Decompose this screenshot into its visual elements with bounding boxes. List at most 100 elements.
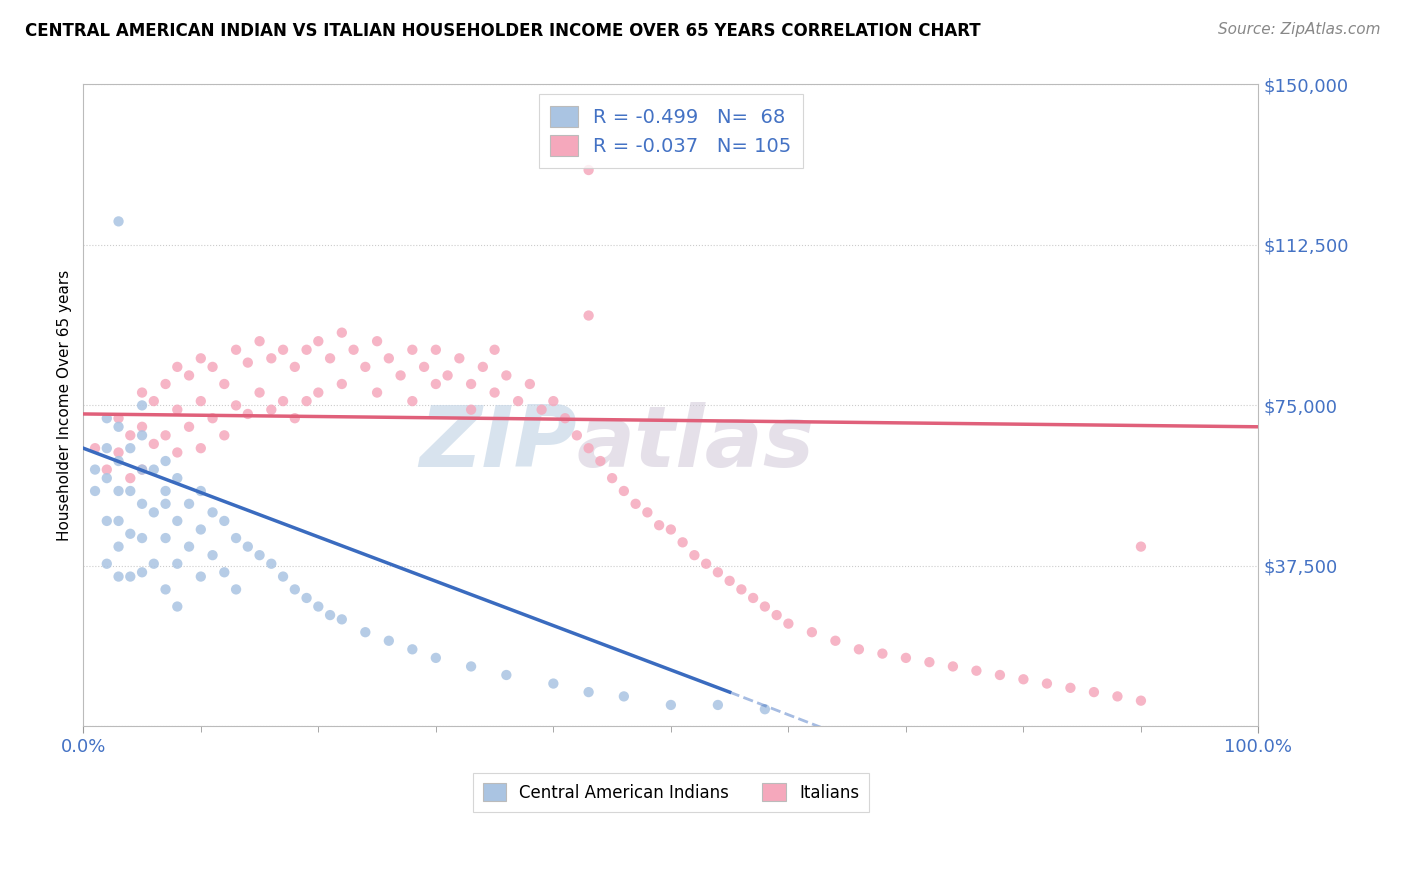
- Point: [800, 625, 823, 640]
- Point: [730, 582, 752, 597]
- Point: [613, 483, 636, 498]
- Point: [648, 518, 671, 533]
- Point: [707, 566, 730, 580]
- Point: [378, 351, 401, 366]
- Point: [260, 351, 283, 366]
- Point: [284, 411, 307, 425]
- Point: [425, 376, 447, 391]
- Point: [342, 343, 364, 357]
- Legend: Central American Indians, Italians: Central American Indians, Italians: [472, 773, 869, 812]
- Point: [484, 343, 506, 357]
- Point: [366, 385, 388, 400]
- Point: [565, 428, 588, 442]
- Point: [225, 531, 247, 545]
- Point: [131, 419, 153, 434]
- Text: ZIP: ZIP: [419, 402, 576, 485]
- Point: [120, 428, 142, 442]
- Text: CENTRAL AMERICAN INDIAN VS ITALIAN HOUSEHOLDER INCOME OVER 65 YEARS CORRELATION : CENTRAL AMERICAN INDIAN VS ITALIAN HOUSE…: [25, 22, 981, 40]
- Point: [754, 599, 776, 614]
- Point: [84, 441, 107, 455]
- Point: [236, 356, 259, 370]
- Point: [425, 343, 447, 357]
- Point: [589, 454, 612, 468]
- Point: [965, 664, 987, 678]
- Point: [683, 548, 706, 562]
- Point: [214, 376, 236, 391]
- Point: [225, 582, 247, 597]
- Point: [96, 514, 118, 528]
- Point: [177, 368, 200, 383]
- Point: [131, 566, 153, 580]
- Point: [236, 540, 259, 554]
- Point: [107, 540, 129, 554]
- Point: [96, 411, 118, 425]
- Point: [495, 668, 517, 682]
- Point: [1107, 690, 1129, 704]
- Point: [1129, 694, 1152, 708]
- Point: [201, 505, 224, 519]
- Point: [107, 569, 129, 583]
- Point: [307, 385, 329, 400]
- Point: [401, 642, 423, 657]
- Point: [578, 309, 600, 323]
- Point: [366, 334, 388, 349]
- Point: [190, 351, 212, 366]
- Point: [460, 376, 482, 391]
- Point: [578, 441, 600, 455]
- Point: [460, 402, 482, 417]
- Text: atlas: atlas: [576, 402, 815, 485]
- Point: [543, 676, 565, 690]
- Point: [354, 625, 377, 640]
- Point: [131, 428, 153, 442]
- Point: [519, 376, 541, 391]
- Point: [742, 591, 765, 605]
- Point: [554, 411, 576, 425]
- Point: [166, 599, 188, 614]
- Point: [96, 557, 118, 571]
- Point: [166, 402, 188, 417]
- Point: [142, 394, 165, 409]
- Point: [84, 462, 107, 476]
- Point: [1129, 540, 1152, 554]
- Point: [107, 483, 129, 498]
- Point: [260, 557, 283, 571]
- Point: [695, 557, 717, 571]
- Point: [249, 334, 271, 349]
- Point: [765, 608, 787, 623]
- Point: [319, 351, 342, 366]
- Point: [84, 483, 107, 498]
- Point: [636, 505, 658, 519]
- Y-axis label: Householder Income Over 65 years: Householder Income Over 65 years: [58, 269, 72, 541]
- Point: [166, 514, 188, 528]
- Point: [894, 651, 917, 665]
- Point: [120, 569, 142, 583]
- Text: Source: ZipAtlas.com: Source: ZipAtlas.com: [1218, 22, 1381, 37]
- Point: [201, 359, 224, 374]
- Point: [988, 668, 1011, 682]
- Point: [471, 359, 494, 374]
- Point: [578, 685, 600, 699]
- Point: [918, 655, 941, 669]
- Point: [389, 368, 412, 383]
- Point: [672, 535, 695, 549]
- Point: [142, 505, 165, 519]
- Point: [236, 407, 259, 421]
- Point: [142, 557, 165, 571]
- Point: [96, 441, 118, 455]
- Point: [214, 428, 236, 442]
- Point: [96, 471, 118, 485]
- Point: [190, 569, 212, 583]
- Point: [284, 582, 307, 597]
- Point: [1036, 676, 1059, 690]
- Point: [155, 483, 177, 498]
- Point: [131, 462, 153, 476]
- Point: [271, 569, 294, 583]
- Point: [319, 608, 342, 623]
- Point: [190, 483, 212, 498]
- Point: [155, 376, 177, 391]
- Point: [166, 445, 188, 459]
- Point: [190, 523, 212, 537]
- Point: [872, 647, 894, 661]
- Point: [271, 343, 294, 357]
- Point: [330, 376, 353, 391]
